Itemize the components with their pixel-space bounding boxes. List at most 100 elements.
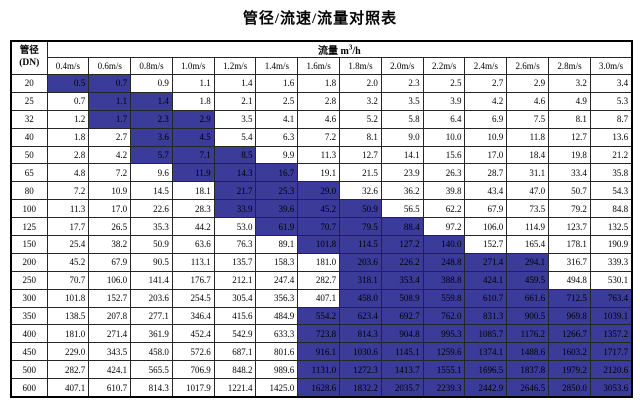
flow-value: 9.9	[255, 145, 299, 165]
velocity-header: 1.4m/s	[255, 57, 299, 75]
flow-rate-unit-exponent: 3	[348, 43, 353, 52]
flow-value-highlighted: 1832.2	[339, 378, 382, 398]
dn-value: 300	[10, 288, 48, 308]
flow-value: 343.5	[88, 342, 132, 362]
velocity-header: 0.4m/s	[46, 57, 90, 75]
flow-value: 494.8	[548, 270, 591, 290]
flow-value-highlighted: 2.9	[171, 109, 215, 129]
flow-value: 10.9	[464, 127, 508, 147]
flow-value: 356.3	[255, 288, 299, 308]
velocity-header-row: 0.4m/s 0.6m/s 0.8m/s 1.0m/s 1.2m/s 1.4m/s 1.6m…	[11, 57, 633, 75]
flow-value-highlighted: 1696.5	[464, 360, 508, 380]
dn-value: 350	[10, 306, 48, 326]
flow-value: 73.5	[506, 199, 550, 219]
velocity-header: 1.6m/s	[297, 57, 341, 75]
table-row: 50 2.8 4.2 5.7 7.1 8.5 9.9 11.3 12.7 14.1 15.6 17.0…	[10, 145, 633, 165]
flow-value: 7.5	[506, 109, 550, 129]
dn-value: 600	[10, 378, 48, 398]
velocity-header: 2.0m/s	[380, 57, 424, 75]
flow-value: 452.4	[171, 324, 215, 344]
flow-value: 424.1	[88, 360, 132, 380]
flow-value-highlighted: 114.5	[339, 235, 382, 254]
flow-value: 254.5	[171, 288, 215, 308]
velocity-header: 2.4m/s	[464, 57, 508, 75]
flow-value: 17.7	[46, 217, 90, 237]
flow-value-highlighted: 5.7	[130, 145, 173, 165]
flow-value-highlighted: 294.1	[506, 252, 550, 272]
flow-value: 4.2	[88, 145, 132, 165]
flow-value: 706.9	[171, 360, 215, 380]
flow-value-highlighted: 1374.1	[464, 342, 508, 362]
flow-value-highlighted: 21.7	[213, 181, 257, 201]
flow-value-highlighted: 995.3	[422, 324, 466, 344]
velocity-header: 2.2m/s	[422, 57, 466, 75]
flow-value: 62.2	[422, 199, 466, 219]
flow-value: 36.2	[380, 181, 424, 201]
flow-value: 8.1	[339, 127, 382, 147]
flow-value: 26.3	[422, 163, 466, 183]
dn-value: 150	[10, 235, 48, 254]
flow-value: 97.2	[422, 217, 466, 237]
table-row: 25 0.7 1.1 1.4 1.8 2.1 2.5 2.8 3.2 3.5 3.9 4.2 4.6 4.…	[10, 91, 633, 111]
velocity-header: 0.6m/s	[88, 57, 132, 75]
flow-value-highlighted: 2442.9	[464, 378, 508, 398]
flow-value: 4.6	[297, 109, 341, 129]
flow-value: 2.8	[297, 91, 341, 111]
flow-value: 271.4	[88, 324, 132, 344]
flow-value-highlighted: 1030.6	[339, 342, 382, 362]
flow-value-highlighted: 39.6	[255, 199, 299, 219]
flow-value: 277.1	[130, 306, 173, 326]
flow-value: 10.0	[422, 127, 466, 147]
flow-value: 5.2	[339, 109, 382, 129]
flow-value: 56.5	[380, 199, 424, 219]
flow-value: 7.2	[88, 163, 132, 183]
flow-value: 207.8	[88, 306, 132, 326]
flow-value: 1.1	[171, 74, 215, 93]
flow-value-highlighted: 2646.5	[506, 378, 550, 398]
velocity-header: 2.8m/s	[548, 57, 591, 75]
dn-value: 40	[10, 127, 48, 147]
table-row: 400 181.0 271.4 361.9 452.4 542.9 633.3 723.8 81…	[10, 324, 633, 344]
flow-value-highlighted: 8.5	[213, 145, 257, 165]
flow-value-highlighted: 763.4	[589, 288, 633, 308]
flow-value: 35.8	[589, 163, 633, 183]
flow-value: 572.6	[171, 342, 215, 362]
flow-value: 1.4	[213, 74, 257, 93]
velocity-header: 1.2m/s	[213, 57, 257, 75]
table-row: 20 0.5 0.7 0.9 1.1 1.4 1.6 1.8 2.0 2.3 2.5 2.7 2.9 3.…	[10, 74, 633, 93]
flow-value: 203.6	[130, 288, 173, 308]
flow-value: 3.2	[339, 91, 382, 111]
flow-value: 35.3	[130, 217, 173, 237]
flow-value-highlighted: 1.4	[130, 91, 173, 111]
flow-value: 132.5	[589, 217, 633, 237]
flow-value-highlighted: 353.4	[380, 270, 424, 290]
flow-value: 114.9	[506, 217, 550, 237]
flow-value-highlighted: 88.4	[380, 217, 424, 237]
flow-value: 90.5	[130, 252, 173, 272]
flow-value-highlighted: 1272.3	[339, 360, 382, 380]
flow-value: 113.1	[171, 252, 215, 272]
flow-value: 158.3	[255, 252, 299, 272]
flow-value-highlighted: 1717.7	[589, 342, 633, 362]
flow-value-highlighted: 1603.2	[548, 342, 591, 362]
flow-value: 1.6	[255, 74, 299, 93]
flow-value: 1.8	[46, 127, 90, 147]
flow-value: 2.0	[339, 74, 382, 93]
flow-value: 3.5	[380, 91, 424, 111]
table-row: 200 45.2 67.9 90.5 113.1 135.7 158.3 181.0 203.6…	[10, 252, 633, 272]
flow-value: 32.6	[339, 181, 382, 201]
flow-value: 11.3	[297, 145, 341, 165]
flow-value: 212.1	[213, 270, 257, 290]
flow-header-row: 管径 (DN) 流量 m3/h	[10, 40, 633, 75]
velocity-header: 1.8m/s	[339, 57, 382, 75]
table-row: 100 11.3 17.0 22.6 28.3 33.9 39.6 45.2 50.9 56.5 6…	[10, 199, 633, 219]
flow-value-highlighted: 1039.1	[589, 306, 633, 326]
flow-value: 305.4	[213, 288, 257, 308]
flow-value-highlighted: 458.0	[339, 288, 382, 308]
flow-value: 50.7	[548, 181, 591, 201]
flow-value: 63.6	[171, 235, 215, 254]
flow-value: 141.4	[130, 270, 173, 290]
flow-value-highlighted: 2850.0	[548, 378, 591, 398]
table-row: 450 229.0 343.5 458.0 572.6 687.1 801.6 916.1 10…	[10, 342, 633, 362]
flow-value-highlighted: 1085.7	[464, 324, 508, 344]
